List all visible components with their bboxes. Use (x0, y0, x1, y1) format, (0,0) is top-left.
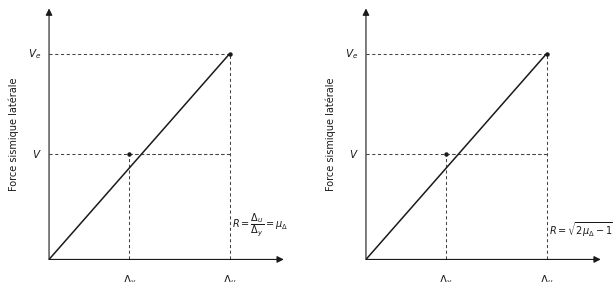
Text: $V$: $V$ (32, 148, 42, 160)
Text: $\Delta_y$: $\Delta_y$ (440, 273, 453, 282)
Text: $V_e$: $V_e$ (345, 47, 359, 61)
Text: Force sismique latérale: Force sismique latérale (326, 77, 336, 191)
Text: $\Delta_u$: $\Delta_u$ (223, 273, 237, 282)
Text: $R=\dfrac{\Delta_u}{\Delta_y}=\mu_\Delta$: $R=\dfrac{\Delta_u}{\Delta_y}=\mu_\Delta… (232, 212, 288, 239)
Text: $R=\sqrt{2\mu_\Delta-1}$: $R=\sqrt{2\mu_\Delta-1}$ (549, 221, 613, 239)
Text: $V$: $V$ (349, 148, 359, 160)
Text: Force sismique latérale: Force sismique latérale (9, 77, 19, 191)
Text: $\Delta_y$: $\Delta_y$ (123, 273, 136, 282)
Text: $\Delta_u$: $\Delta_u$ (540, 273, 554, 282)
Text: $V_e$: $V_e$ (28, 47, 42, 61)
